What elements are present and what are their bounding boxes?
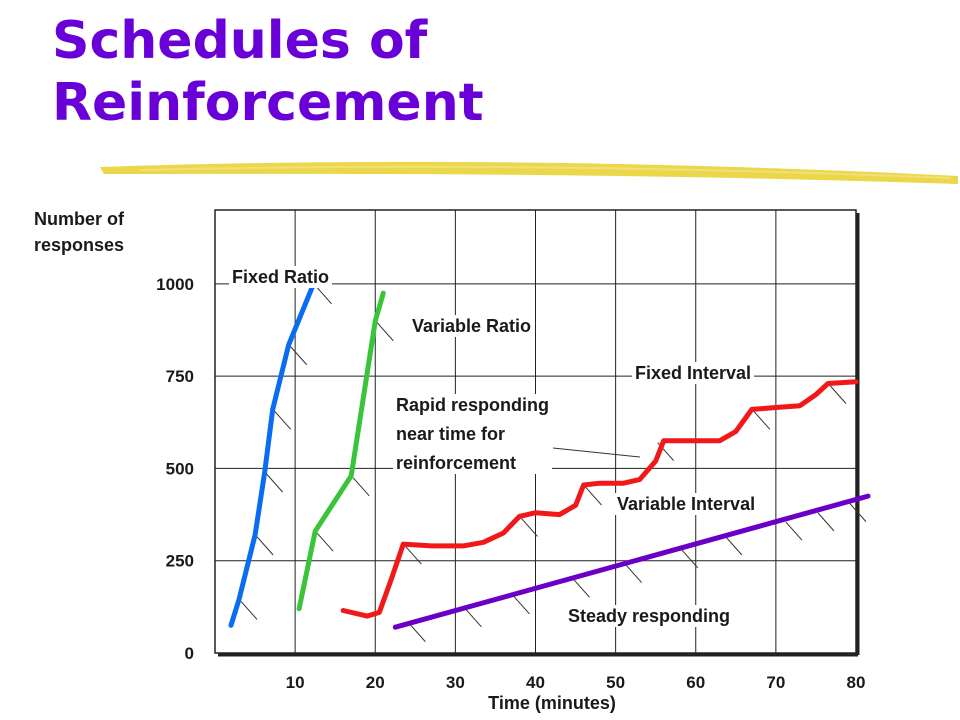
y-tick-label-250: 250 [166, 552, 194, 571]
y-tick-label-0: 0 [185, 644, 194, 663]
highlighter-streak [139, 165, 951, 179]
reinforcement-marks [240, 285, 867, 642]
reinforcement-mark-0-5 [315, 285, 332, 305]
x-tick-label-30: 30 [446, 673, 465, 692]
annotation-steady-responding-line-1: Steady responding [568, 606, 730, 626]
x-tick-label-60: 60 [686, 673, 705, 692]
reinforcement-mark-2-5 [829, 385, 847, 404]
series-line-fixed-ratio [228, 281, 317, 628]
reinforcement-mark-2-2 [585, 486, 602, 506]
reinforcement-mark-1-0 [316, 532, 334, 552]
annotation-steady-responding: Steady responding [568, 606, 730, 626]
series-line-variable-ratio [296, 290, 386, 612]
reinforcement-mark-2-4 [753, 411, 771, 430]
annotation-rapid-responding-bg [393, 394, 552, 474]
plot-frame [214, 209, 860, 657]
y-tick-label-500: 500 [166, 459, 194, 478]
y-axis-label-line-1: Number of [34, 209, 125, 229]
reinforcement-mark-3-6 [725, 536, 743, 556]
annotation-variable-ratio: Variable Ratio [412, 316, 531, 336]
slide-title-line-2: Reinforcement [52, 73, 484, 133]
x-tick-label-50: 50 [606, 673, 625, 692]
slide-title: Schedules of Reinforcement [52, 10, 752, 134]
x-tick-label-10: 10 [286, 673, 305, 692]
reinforcement-mark-1-1 [352, 477, 370, 497]
annotation-fixed-interval: Fixed Interval [635, 363, 751, 383]
x-axis-label: Time (minutes) [488, 693, 616, 713]
series-lines [228, 281, 871, 630]
reinforcement-mark-1-2 [376, 322, 394, 342]
annotation-steady-responding-bg [565, 605, 734, 627]
series-line-variable-interval [392, 493, 871, 630]
annotation-variable-interval-bg [614, 493, 759, 515]
x-tick-label-70: 70 [766, 673, 785, 692]
reinforcement-mark-3-0 [408, 623, 426, 642]
annotation-variable-ratio-bg [409, 315, 535, 337]
annotations: Fixed Ratio Variable Ratio Fixed Interval V… [229, 266, 759, 627]
annotation-rapid-responding: Rapid responding near time for reinforceme… [396, 395, 549, 473]
reinforcement-mark-3-3 [573, 578, 590, 598]
annotation-fixed-ratio: Fixed Ratio [232, 267, 329, 287]
annotation-fixed-interval-bg [632, 362, 755, 384]
y-tick-label-1000: 1000 [156, 275, 194, 294]
reinforcement-mark-0-2 [266, 473, 284, 493]
reinforcement-mark-3-9 [849, 503, 867, 522]
y-tick-label-750: 750 [166, 367, 194, 386]
x-tick-label-40: 40 [526, 673, 545, 692]
x-tick-label-80: 80 [847, 673, 866, 692]
annotation-rapid-responding-line-2: near time for [396, 424, 505, 444]
annotation-variable-interval: Variable Interval [617, 494, 755, 514]
reinforcement-mark-3-7 [785, 521, 803, 541]
slide-title-line-1: Schedules of [52, 11, 428, 71]
reinforcement-mark-0-3 [274, 411, 292, 430]
annotation-fixed-ratio-line-1: Fixed Ratio [232, 267, 329, 287]
rapid-responding-leader-line [552, 447, 641, 458]
annotation-fixed-ratio-bg [229, 266, 333, 288]
reinforcement-mark-0-0 [240, 601, 258, 620]
highlighter-stroke [100, 161, 958, 184]
reinforcement-mark-3-5 [681, 549, 699, 569]
plot-border [214, 209, 857, 654]
y-axis-label-line-2: responses [34, 235, 124, 255]
reinforcement-mark-3-8 [817, 512, 835, 532]
reinforcement-mark-3-4 [625, 564, 643, 583]
tick-labels: 10 20 30 40 50 60 70 80 0 250 500 750 1000 Time (minu… [34, 209, 865, 713]
reinforcement-mark-3-2 [513, 595, 530, 615]
x-tick-label-20: 20 [366, 673, 385, 692]
reinforcement-mark-2-0 [404, 545, 422, 565]
reinforcement-mark-3-1 [465, 608, 482, 628]
annotation-variable-ratio-line-1: Variable Ratio [412, 316, 531, 336]
reinforcement-mark-2-1 [521, 518, 538, 537]
annotation-fixed-interval-line-1: Fixed Interval [635, 363, 751, 383]
reinforcement-mark-0-4 [290, 346, 308, 366]
annotation-rapid-responding-line-3: reinforcement [396, 453, 516, 473]
series-line-fixed-interval [340, 379, 859, 619]
annotation-variable-interval-line-1: Variable Interval [617, 494, 755, 514]
annotation-rapid-responding-line-1: Rapid responding [396, 395, 549, 415]
reinforcement-mark-0-1 [256, 536, 274, 556]
